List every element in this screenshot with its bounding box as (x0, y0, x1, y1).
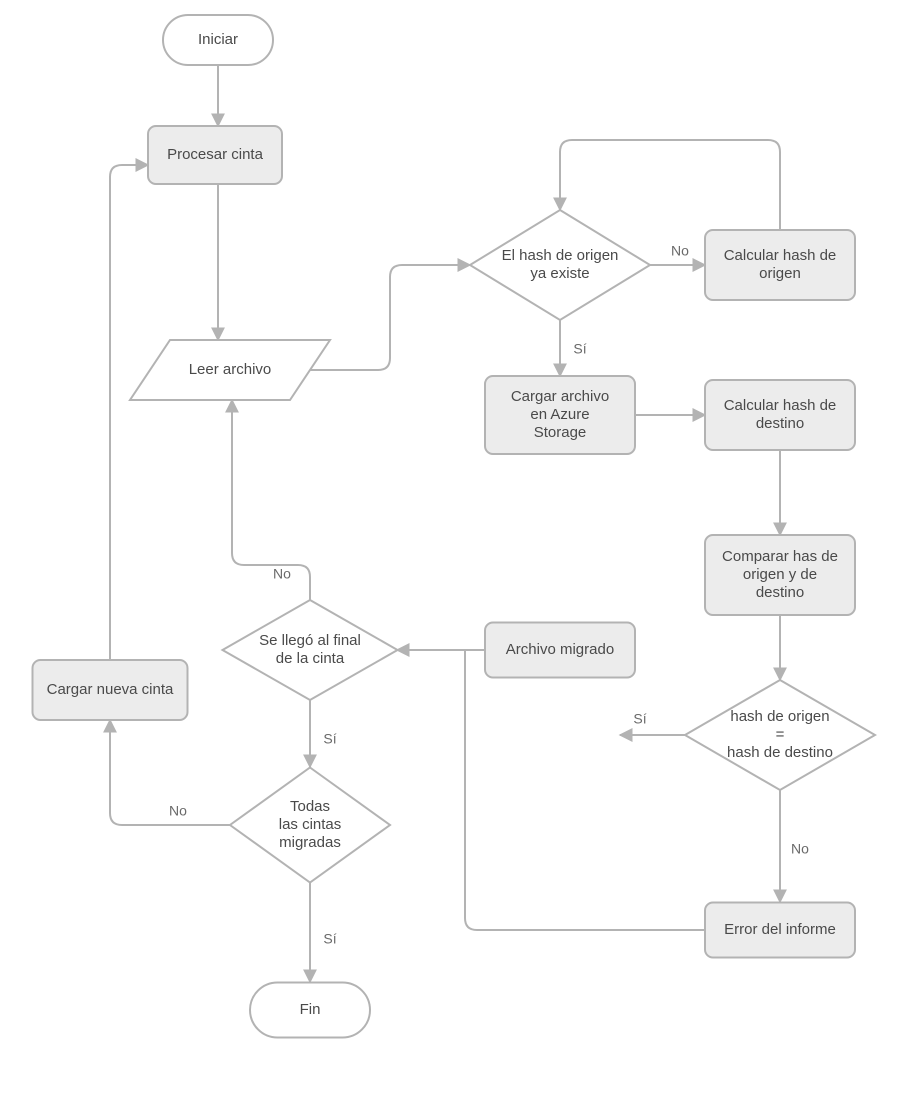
node-nueva_cinta: Cargar nueva cinta (33, 660, 188, 720)
hash_eq-label: hash de origen (730, 708, 829, 725)
node-fin: Fin (250, 983, 370, 1038)
node-leer: Leer archivo (130, 340, 330, 400)
nueva_cinta-label: Cargar nueva cinta (47, 681, 174, 698)
comparar-label: Comparar has de (722, 548, 838, 565)
procesar-label: Procesar cinta (167, 146, 264, 163)
comparar-label: origen y de (743, 566, 817, 583)
edge-label: No (671, 243, 689, 259)
fin-label: Fin (300, 1001, 321, 1018)
hash_eq-label: hash de destino (727, 744, 833, 761)
node-cargar_azure: Cargar archivoen AzureStorage (485, 376, 635, 454)
hash_origen-label: ya existe (530, 265, 589, 282)
migrado-label: Archivo migrado (506, 641, 614, 658)
edge (310, 265, 470, 370)
edge-label: No (791, 841, 809, 857)
todas-label: migradas (279, 834, 341, 851)
final_cinta-label: Se llegó al final (259, 632, 361, 649)
final_cinta-label: de la cinta (276, 650, 345, 667)
node-todas: Todaslas cintasmigradas (230, 768, 390, 883)
hash_eq-label: = (776, 726, 785, 743)
node-hash_origen: El hash de origenya existe (470, 210, 650, 320)
calc_destino-label: Calcular hash de (724, 397, 837, 414)
edge-label: No (169, 803, 187, 819)
node-error: Error del informe (705, 903, 855, 958)
leer-label: Leer archivo (189, 361, 272, 378)
todas-label: las cintas (279, 816, 342, 833)
edge-label: No (273, 566, 291, 582)
comparar-label: destino (756, 584, 804, 601)
cargar_azure-label: Cargar archivo (511, 388, 609, 405)
error-label: Error del informe (724, 921, 836, 938)
calc_origen-label: Calcular hash de (724, 247, 837, 264)
node-migrado: Archivo migrado (485, 623, 635, 678)
edge-label: Sí (573, 341, 586, 357)
iniciar-label: Iniciar (198, 31, 238, 48)
node-final_cinta: Se llegó al finalde la cinta (223, 600, 398, 700)
cargar_azure-label: en Azure (530, 406, 589, 423)
cargar_azure-label: Storage (534, 424, 587, 441)
calc_origen-label: origen (759, 265, 801, 282)
node-comparar: Comparar has deorigen y dedestino (705, 535, 855, 615)
flowchart-canvas: No Sí Sí No Sí No Sí No Iniciar Procesar cinta Lee… (0, 0, 913, 1094)
edge-label: Sí (323, 731, 336, 747)
edge (110, 165, 148, 660)
nodes-layer: Iniciar Procesar cinta Leer archivo El hash… (33, 15, 876, 1038)
node-hash_eq: hash de origen=hash de destino (685, 680, 875, 790)
edge-label: Sí (633, 711, 646, 727)
edge-label: Sí (323, 931, 336, 947)
edge (560, 140, 780, 230)
calc_destino-label: destino (756, 415, 804, 432)
node-iniciar: Iniciar (163, 15, 273, 65)
node-procesar: Procesar cinta (148, 126, 282, 184)
edge (465, 650, 705, 930)
edges-layer: No Sí Sí No Sí No Sí No (110, 65, 809, 982)
hash_origen-label: El hash de origen (502, 247, 619, 264)
node-calc_origen: Calcular hash deorigen (705, 230, 855, 300)
node-calc_destino: Calcular hash dedestino (705, 380, 855, 450)
edge (232, 400, 310, 600)
todas-label: Todas (290, 798, 330, 815)
